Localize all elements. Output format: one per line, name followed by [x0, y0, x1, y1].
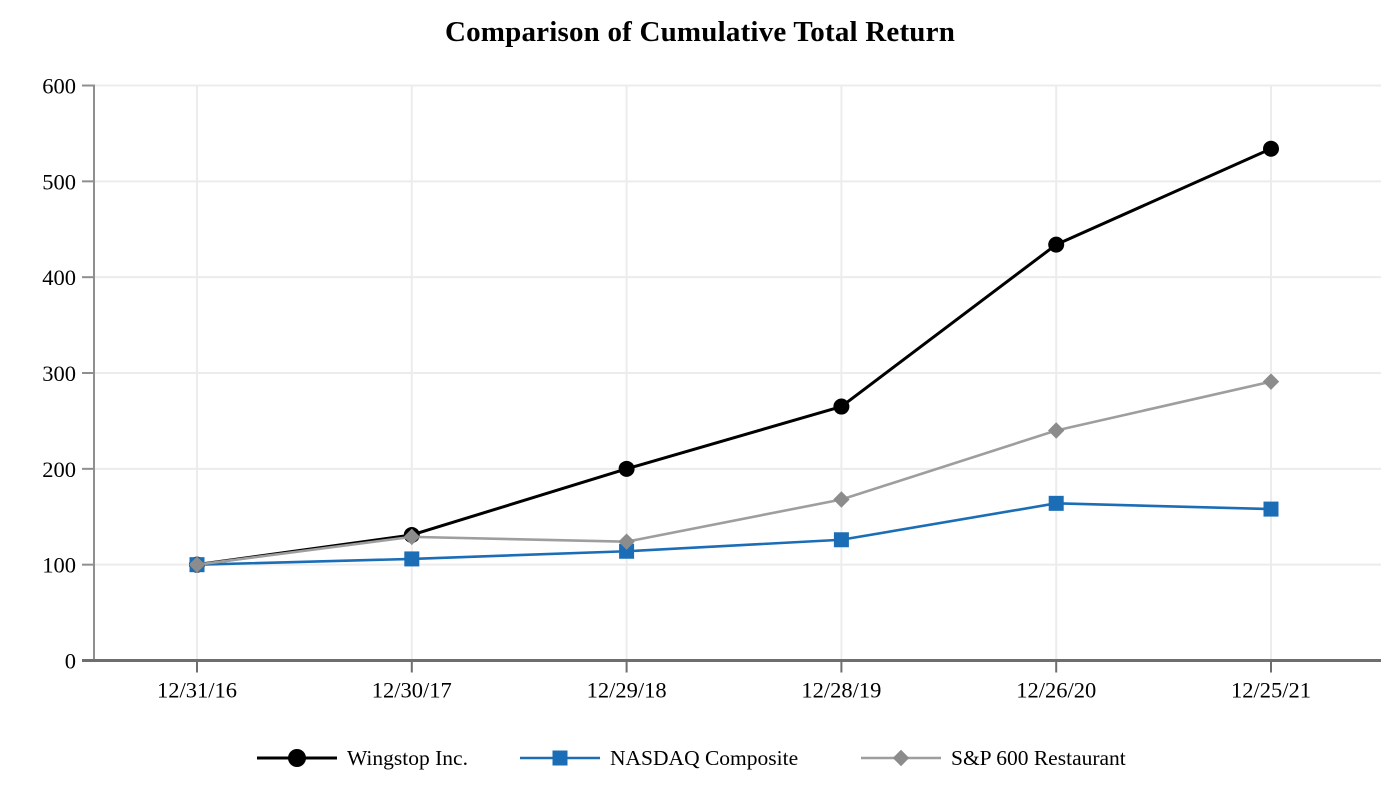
- data-point-circle: [618, 460, 635, 477]
- y-tick-label: 600: [42, 74, 76, 99]
- data-point-square: [1048, 495, 1064, 511]
- data-point-diamond: [1047, 422, 1065, 439]
- y-tick-label: 500: [42, 169, 76, 194]
- data-point-square: [404, 551, 420, 567]
- y-tick-label: 200: [42, 457, 76, 482]
- data-point-diamond: [1262, 373, 1280, 390]
- series-line-0: [196, 147, 1272, 567]
- data-point-circle: [1048, 236, 1065, 253]
- x-tick-label: 12/28/19: [801, 678, 881, 703]
- y-tick-label: 300: [42, 361, 76, 386]
- data-point-diamond: [188, 556, 206, 573]
- y-tick-label: 400: [42, 265, 76, 290]
- x-tick-label: 12/25/21: [1231, 678, 1311, 703]
- y-tick-label: 0: [65, 649, 76, 674]
- data-point-square: [619, 543, 635, 559]
- x-tick-label: 12/29/18: [587, 678, 667, 703]
- data-point-diamond: [618, 533, 635, 550]
- data-point-circle: [1263, 140, 1279, 157]
- x-tick-label: 12/26/20: [1016, 678, 1096, 703]
- data-point-circle: [833, 398, 850, 415]
- data-point-square: [1263, 501, 1279, 517]
- series-line-2: [196, 380, 1272, 566]
- data-point-diamond: [833, 491, 850, 508]
- series-line-1: [196, 502, 1272, 566]
- x-tick-label: 12/30/17: [372, 678, 452, 703]
- chart-title: Comparison of Cumulative Total Return: [444, 16, 956, 48]
- y-tick-label: 100: [42, 553, 76, 578]
- x-tick-label: 12/31/16: [157, 678, 237, 703]
- data-point-square: [833, 532, 849, 548]
